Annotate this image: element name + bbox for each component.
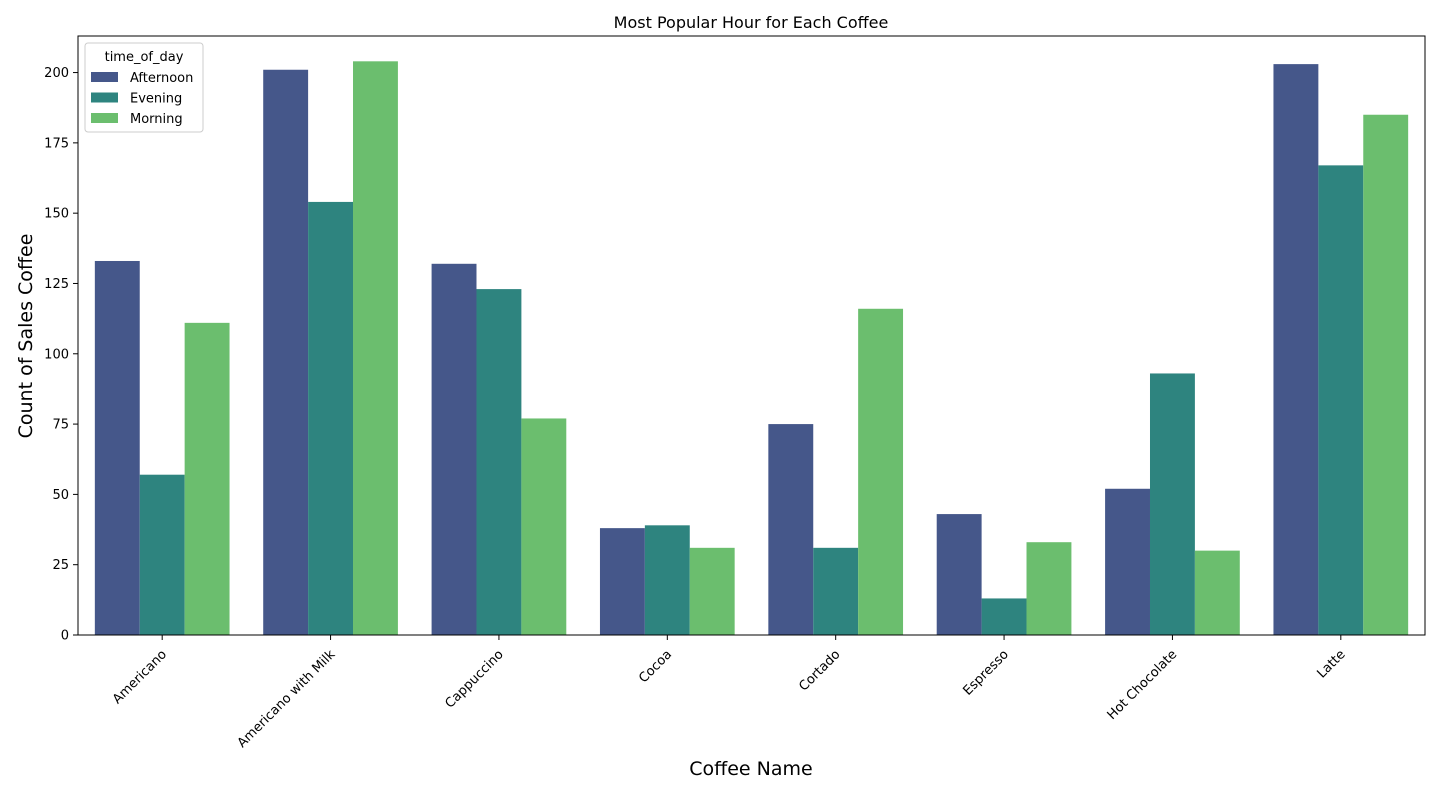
- bar-morning-cappuccino: [521, 418, 567, 635]
- legend-label: Morning: [130, 112, 183, 127]
- bar-evening-americano: [139, 474, 185, 635]
- bar-evening-cocoa: [644, 525, 690, 635]
- legend-swatch: [91, 113, 118, 123]
- y-tick-label: 200: [44, 66, 69, 81]
- bar-morning-latte: [1363, 114, 1409, 636]
- legend: time_of_day Afternoon Evening Morning: [84, 42, 204, 133]
- y-tick-label: 125: [44, 277, 69, 292]
- bar-evening-americano-with-milk: [308, 201, 354, 636]
- chart-title: Most Popular Hour for Each Coffee: [614, 13, 889, 32]
- bar-evening-latte: [1318, 165, 1364, 636]
- legend-label: Afternoon: [130, 71, 193, 86]
- bar-evening-cortado: [813, 547, 859, 635]
- plot-frame: [77, 35, 1426, 636]
- bar-evening-hot-chocolate: [1149, 373, 1195, 635]
- legend-swatch: [91, 72, 118, 82]
- bar-afternoon-latte: [1273, 64, 1319, 636]
- x-tick-label: Latte: [1314, 647, 1348, 681]
- y-tick-label: 175: [44, 136, 69, 151]
- legend-label: Evening: [130, 92, 182, 107]
- y-tick-label: 75: [52, 418, 69, 433]
- bar-afternoon-espresso: [936, 514, 982, 635]
- y-tick-label: 25: [52, 558, 69, 573]
- bar-evening-espresso: [981, 598, 1027, 635]
- x-axis: Americano Americano with Milk Cappuccino Co…: [110, 635, 1349, 751]
- legend-title: time_of_day: [105, 50, 184, 65]
- bar-morning-cocoa: [689, 547, 735, 635]
- x-tick-label: Cortado: [796, 647, 843, 694]
- x-tick-label: Cocoa: [636, 647, 675, 686]
- x-axis-label: Coffee Name: [689, 758, 812, 780]
- bar-afternoon-americano-with-milk: [263, 69, 309, 635]
- legend-swatch: [91, 92, 118, 103]
- y-tick-label: 50: [52, 488, 69, 503]
- bar-morning-americano-with-milk: [353, 61, 398, 636]
- bar-morning-hot-chocolate: [1194, 550, 1240, 635]
- bar-afternoon-cortado: [768, 424, 814, 635]
- x-tick-label: Americano with Milk: [235, 647, 339, 751]
- bar-afternoon-cocoa: [599, 528, 645, 635]
- bar-evening-cappuccino: [476, 289, 522, 635]
- y-tick-label: 100: [44, 347, 69, 362]
- x-tick-label: Espresso: [960, 647, 1012, 699]
- bar-afternoon-hot-chocolate: [1105, 488, 1150, 635]
- legend-box: [84, 42, 204, 133]
- bars-layer: [94, 61, 1409, 636]
- bar-morning-cortado: [858, 308, 904, 635]
- y-axis: 0 25 50 75 100 125 150 175 200: [44, 66, 78, 644]
- x-tick-label: Hot Chocolate: [1105, 647, 1181, 723]
- bar-afternoon-cappuccino: [431, 263, 477, 635]
- bar-afternoon-americano: [94, 260, 140, 635]
- bar-morning-americano: [184, 322, 230, 635]
- y-tick-label: 0: [61, 629, 69, 644]
- bar-morning-espresso: [1026, 542, 1072, 635]
- x-tick-label: Cappuccino: [442, 647, 506, 711]
- y-tick-label: 150: [44, 207, 69, 222]
- y-axis-label: Count of Sales Coffee: [15, 234, 37, 439]
- x-tick-label: Americano: [110, 647, 170, 707]
